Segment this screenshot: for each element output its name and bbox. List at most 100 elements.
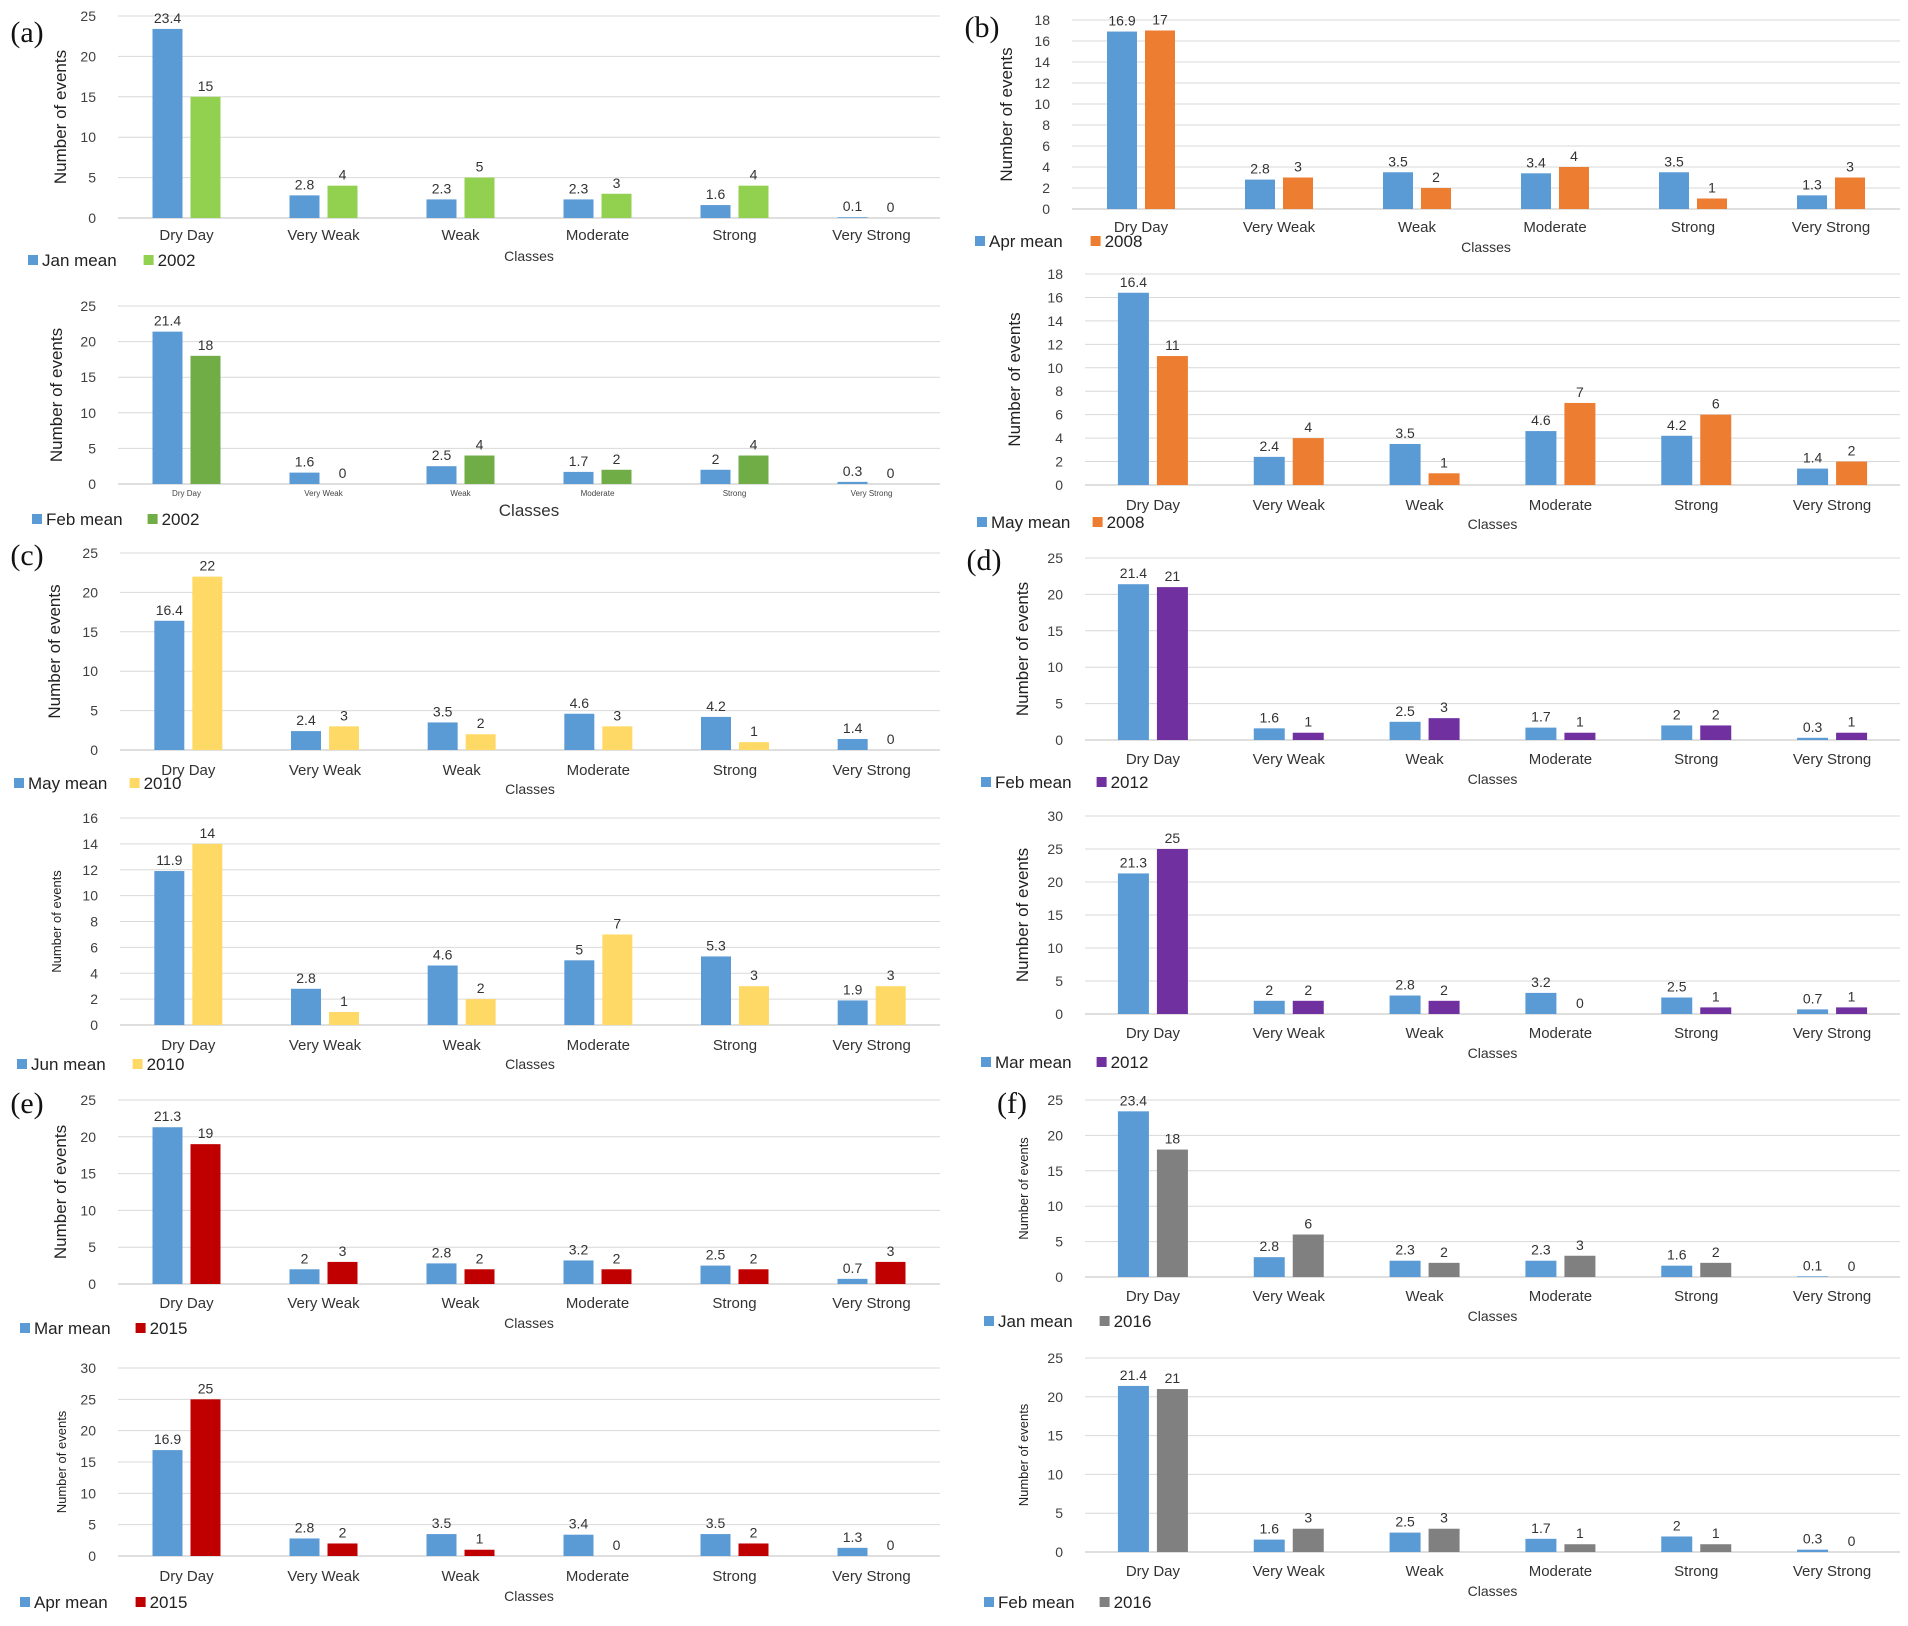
x-tick-label: Very Weak <box>289 762 362 779</box>
x-tick-label: Strong <box>713 1037 757 1054</box>
panel-label: (d) <box>967 544 1002 577</box>
data-label: 3.5 <box>1388 153 1408 169</box>
data-label: 3.4 <box>1526 154 1546 170</box>
legend-entry: May mean <box>991 513 1070 532</box>
data-label: 5 <box>575 941 583 957</box>
data-label: 3 <box>340 707 348 723</box>
data-label: 21 <box>1165 1370 1181 1386</box>
bar <box>1836 461 1868 485</box>
data-label: 2.8 <box>295 176 315 192</box>
x-tick-label: Very Weak <box>1253 751 1326 768</box>
y-tick-label: 2 <box>90 991 98 1007</box>
y-tick-label: 15 <box>80 89 96 105</box>
bar <box>1797 195 1827 209</box>
x-tick-label: Very Weak <box>1253 1025 1326 1042</box>
data-label: 1 <box>340 993 348 1009</box>
data-label: 2 <box>477 980 485 996</box>
bar <box>291 988 321 1025</box>
y-tick-label: 0 <box>88 210 96 226</box>
bar <box>1253 1000 1285 1014</box>
legend-swatch <box>143 255 154 265</box>
data-label: 22 <box>200 558 216 574</box>
bar <box>1292 1528 1324 1552</box>
data-label: 23.4 <box>1120 1092 1147 1108</box>
x-tick-label: Weak <box>441 227 480 244</box>
y-tick-label: 4 <box>90 965 98 981</box>
data-label: 2 <box>1440 1244 1448 1260</box>
legend-entry: Feb mean <box>998 1593 1075 1612</box>
data-label: 2.8 <box>432 1244 452 1260</box>
data-label: 1.4 <box>1803 450 1823 466</box>
y-tick-label: 4 <box>1055 430 1063 446</box>
bar <box>1559 167 1589 209</box>
data-label: 2 <box>1712 1244 1720 1260</box>
x-tick-label: Dry Day <box>159 1295 214 1312</box>
x-tick-label: Strong <box>1674 751 1718 768</box>
data-label: 0 <box>887 199 895 215</box>
legend-swatch <box>1090 236 1101 246</box>
y-tick-label: 2 <box>1055 454 1063 470</box>
data-label: 2 <box>613 451 621 467</box>
y-axis-title: Number of events <box>49 870 64 973</box>
y-axis-title: Number of events <box>1005 312 1024 446</box>
x-tick-label: Very Weak <box>287 1295 360 1312</box>
panel-label: (a) <box>10 16 43 49</box>
bar <box>426 466 457 484</box>
data-label: 2.4 <box>296 712 316 728</box>
legend-swatch <box>1092 517 1103 527</box>
bar <box>1797 468 1829 485</box>
y-tick-label: 10 <box>82 663 98 679</box>
bar <box>1659 172 1689 209</box>
bar <box>1383 172 1413 209</box>
legend-swatch <box>981 1057 991 1067</box>
bar <box>190 1144 221 1284</box>
data-label: 1 <box>476 1531 484 1547</box>
data-label: 1.6 <box>1260 1521 1280 1537</box>
x-tick-label: Dry Day <box>159 227 214 244</box>
data-label: 3 <box>1440 1510 1448 1526</box>
data-label: 3 <box>613 175 621 191</box>
bar <box>190 96 221 218</box>
data-label: 4 <box>750 437 758 453</box>
bar <box>1389 443 1421 485</box>
legend-swatch <box>1096 1057 1107 1067</box>
y-tick-label: 25 <box>1047 1350 1063 1366</box>
data-label: 16.4 <box>1120 274 1147 290</box>
y-tick-label: 10 <box>1047 1466 1063 1482</box>
data-label: 7 <box>1576 384 1584 400</box>
bar <box>152 28 183 219</box>
x-tick-label: Dry Day <box>161 1037 216 1054</box>
data-label: 2 <box>1304 982 1312 998</box>
data-label: 18 <box>198 337 214 353</box>
panel-label: (c) <box>10 539 43 572</box>
data-label: 1.7 <box>1531 709 1551 725</box>
y-tick-label: 20 <box>80 48 96 64</box>
bar <box>1253 728 1285 740</box>
y-tick-label: 5 <box>88 1517 96 1533</box>
x-tick-label: Strong <box>1674 1025 1718 1042</box>
x-tick-label: Moderate <box>566 1295 629 1312</box>
bar <box>1292 1000 1324 1014</box>
bar <box>1661 725 1693 740</box>
y-tick-label: 10 <box>1047 1198 1063 1214</box>
bar <box>700 469 731 484</box>
bar <box>291 731 321 750</box>
bar <box>152 331 183 484</box>
data-label: 21.4 <box>1120 565 1147 581</box>
bar <box>1117 873 1149 1014</box>
x-tick-label: Very Weak <box>287 1568 360 1585</box>
data-label: 2 <box>1440 982 1448 998</box>
y-tick-label: 25 <box>80 1092 96 1108</box>
data-label: 0 <box>887 731 895 747</box>
y-tick-label: 6 <box>1055 407 1063 423</box>
bar <box>426 1263 457 1284</box>
data-label: 2.4 <box>1260 438 1280 454</box>
data-label: 16.9 <box>1108 13 1135 29</box>
bar <box>464 1549 495 1556</box>
data-label: 0.7 <box>1803 990 1823 1006</box>
panel-label: (f) <box>997 1087 1027 1120</box>
bar <box>701 956 731 1025</box>
